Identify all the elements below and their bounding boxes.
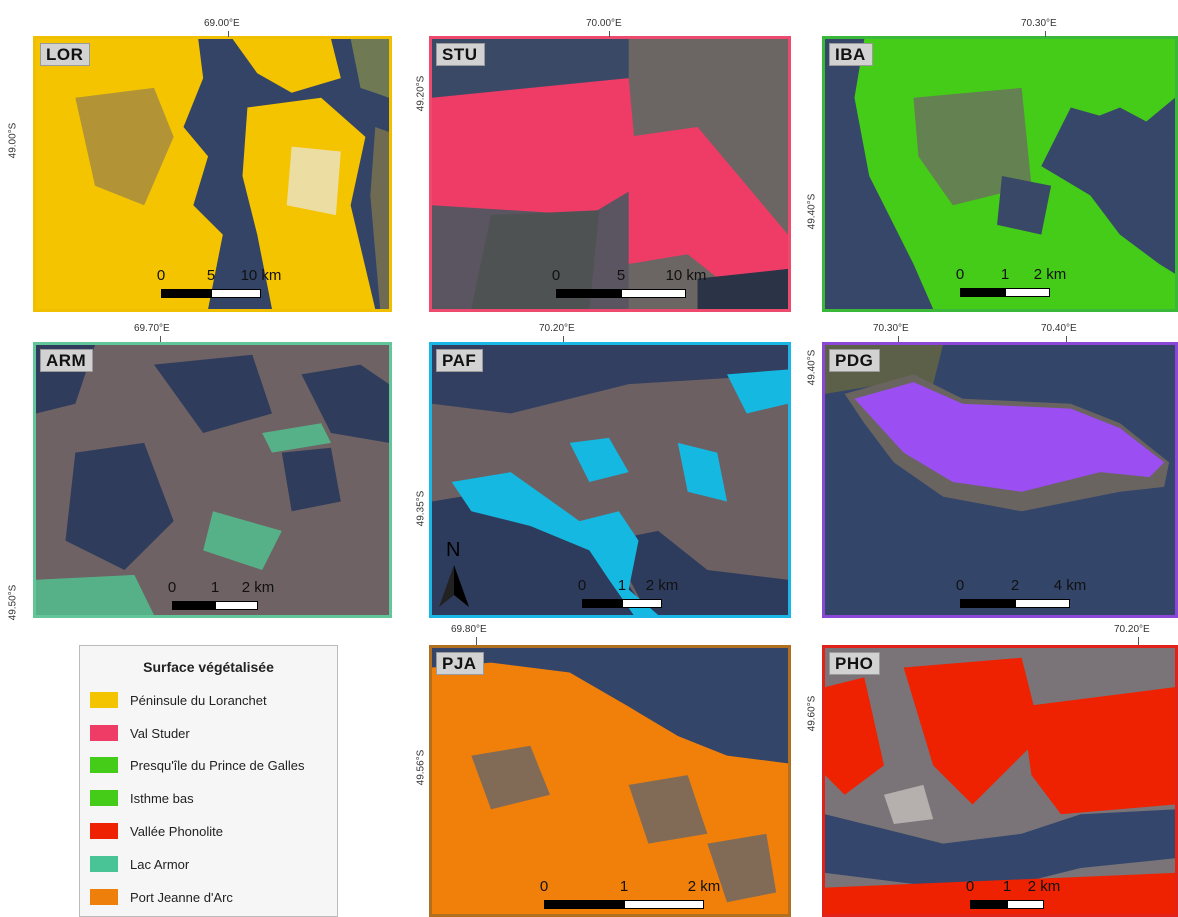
longitude-tick-label: 70.30°E: [1021, 18, 1057, 29]
legend-item: Port Jeanne d'Arc: [90, 888, 233, 906]
longitude-tick-label: 70.30°E: [873, 323, 909, 334]
legend-label: Isthme bas: [130, 790, 194, 806]
map-pdg-terrain: [825, 345, 1175, 615]
map-panel-stu: STU 0 5 10 km: [429, 36, 791, 312]
map-panel-paf: PAF 0 1 2 km: [429, 342, 791, 618]
legend-item: Péninsule du Loranchet: [90, 691, 267, 709]
scale-label: 0: [156, 267, 166, 284]
map-paf-terrain: [432, 345, 788, 615]
map-panel-pja: PJA 0 1 2 km: [429, 645, 791, 917]
north-arrow-icon: [439, 565, 469, 607]
panel-code: IBA: [829, 43, 873, 66]
scale-bar: 0 1 2 km: [540, 878, 721, 914]
scale-label: 2 km: [645, 577, 679, 594]
latitude-tick-label: 49.60°S: [806, 695, 818, 732]
map-arm-terrain: [36, 345, 389, 615]
map-pja-terrain: [432, 648, 788, 914]
latitude-tick-label: 49.40°S: [806, 193, 818, 230]
map-panel-lor: LOR 0 5 10 km: [33, 36, 392, 312]
panel-code: PJA: [436, 652, 484, 675]
scale-label: 2 km: [241, 579, 275, 596]
scale-label: 1: [1000, 266, 1010, 283]
legend-item: Lac Armor: [90, 855, 189, 873]
longitude-tick-label: 69.70°E: [134, 323, 170, 334]
legend-item: Presqu'île du Prince de Galles: [90, 756, 304, 774]
scale-label: 4 km: [1053, 577, 1087, 594]
map-panel-arm: ARM 0 1 2 km: [33, 342, 392, 618]
scale-label: 1: [619, 878, 629, 895]
legend-label: Péninsule du Loranchet: [130, 692, 267, 708]
map-lor-terrain: [36, 39, 389, 309]
panel-code: PAF: [436, 349, 484, 372]
legend-label: Val Studer: [130, 725, 190, 741]
scale-bar: 0 1 2 km: [578, 577, 692, 613]
legend-title: Surface végétalisée: [143, 659, 274, 675]
latitude-tick-label: 49.56°S: [415, 749, 427, 786]
scale-label: 2: [1010, 577, 1020, 594]
scale-bar: 0 1 2 km: [956, 266, 1070, 302]
longitude-tick-label: 69.80°E: [451, 624, 487, 635]
scale-bar: 0 5 10 km: [157, 267, 291, 303]
scale-label: 10 km: [240, 267, 282, 284]
longitude-tick-label: 70.40°E: [1041, 323, 1077, 334]
map-panel-iba: IBA 0 1 2 km: [822, 36, 1178, 312]
north-label: N: [446, 539, 461, 561]
scale-label: 2 km: [1027, 878, 1061, 895]
latitude-tick-label: 49.40°S: [806, 349, 818, 386]
longitude-tick-label: 70.00°E: [586, 18, 622, 29]
panel-code: ARM: [40, 349, 94, 372]
map-panel-pdg: PDG 0 2 4 km: [822, 342, 1178, 618]
legend-swatch: [90, 823, 118, 839]
scale-label: 1: [210, 579, 220, 596]
map-panel-pho: PHO 0 1 2 km: [822, 645, 1178, 917]
legend: Surface végétalisée Péninsule du Loranch…: [79, 645, 338, 917]
scale-bar: 0 1 2 km: [168, 579, 282, 615]
legend-label: Presqu'île du Prince de Galles: [130, 757, 305, 773]
scale-bar: 0 5 10 km: [552, 267, 706, 303]
scale-bar: 0 2 4 km: [956, 577, 1086, 613]
map-iba-terrain: [825, 39, 1175, 309]
scale-bar: 0 1 2 km: [966, 878, 1070, 914]
scale-label: 0: [551, 267, 561, 284]
scale-label: 5: [206, 267, 216, 284]
scale-label: 0: [955, 266, 965, 283]
map-stu-terrain: [432, 39, 788, 309]
longitude-tick-label: 69.00°E: [204, 18, 240, 29]
scale-label: 2 km: [1033, 266, 1067, 283]
legend-swatch: [90, 889, 118, 905]
longitude-tick-label: 70.20°E: [1114, 624, 1150, 635]
scale-label: 5: [616, 267, 626, 284]
map-pho-terrain: [825, 648, 1175, 914]
latitude-tick-label: 49.50°S: [7, 584, 19, 621]
legend-swatch: [90, 725, 118, 741]
scale-label: 0: [965, 878, 975, 895]
longitude-tick-label: 70.20°E: [539, 323, 575, 334]
legend-swatch: [90, 790, 118, 806]
legend-swatch: [90, 856, 118, 872]
scale-label: 0: [577, 577, 587, 594]
legend-swatch: [90, 757, 118, 773]
scale-label: 1: [617, 577, 627, 594]
latitude-tick-label: 49.00°S: [7, 122, 19, 159]
panel-code: STU: [436, 43, 485, 66]
legend-label: Vallée Phonolite: [130, 823, 223, 839]
panel-code: PDG: [829, 349, 881, 372]
latitude-tick-label: 49.35°S: [415, 490, 427, 527]
legend-label: Port Jeanne d'Arc: [130, 889, 233, 905]
latitude-tick-label: 49.20°S: [415, 75, 427, 112]
scale-label: 2 km: [687, 878, 721, 895]
panel-code: PHO: [829, 652, 881, 675]
legend-label: Lac Armor: [130, 856, 190, 872]
scale-label: 0: [167, 579, 177, 596]
panel-code: LOR: [40, 43, 91, 66]
scale-label: 0: [539, 878, 549, 895]
north-arrow: N: [439, 539, 469, 607]
scale-label: 10 km: [665, 267, 707, 284]
legend-item: Isthme bas: [90, 789, 194, 807]
legend-swatch: [90, 692, 118, 708]
scale-label: 1: [1002, 878, 1012, 895]
legend-item: Vallée Phonolite: [90, 822, 223, 840]
legend-item: Val Studer: [90, 724, 190, 742]
scale-label: 0: [955, 577, 965, 594]
